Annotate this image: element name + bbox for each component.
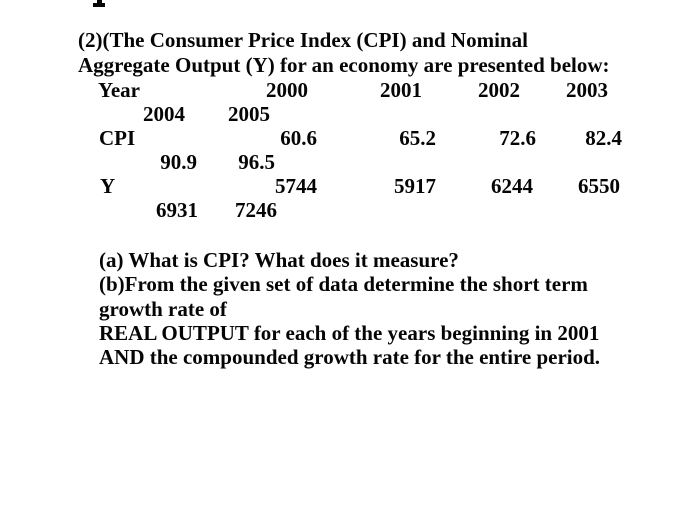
table-row-year-wrap: 2004 2005	[0, 102, 700, 126]
question-b-line-2: growth rate of	[99, 297, 227, 321]
table-row-y-wrap: 6931 7246	[0, 198, 700, 222]
cpi-value-2003: 82.4	[585, 126, 622, 150]
question-b-line-4: AND the compounded growth rate for the e…	[99, 345, 601, 369]
row-label-y: Y	[100, 174, 116, 198]
y-value-2002: 6244	[491, 174, 533, 198]
year-header-2004: 2004	[143, 102, 185, 126]
year-header-2001: 2001	[380, 78, 422, 102]
question-intro-line-2: Aggregate Output (Y) for an economy are …	[78, 53, 610, 77]
year-header-2002: 2002	[478, 78, 520, 102]
question-a: (a) What is CPI? What does it measure?	[99, 248, 459, 272]
question-b-line-1: (b)From the given set of data determine …	[99, 272, 588, 296]
year-header-2003: 2003	[566, 78, 608, 102]
cpi-value-2005: 96.5	[238, 150, 275, 174]
y-value-2004: 6931	[156, 198, 198, 222]
table-row-year: Year 2000 2001 2002 2003	[0, 78, 700, 102]
y-value-2000: 5744	[275, 174, 317, 198]
cpi-value-2002: 72.6	[499, 126, 536, 150]
y-value-2005: 7246	[235, 198, 277, 222]
y-value-2001: 5917	[394, 174, 436, 198]
question-b-line-3: REAL OUTPUT for each of the years beginn…	[99, 321, 600, 345]
table-row-y: Y 5744 5917 6244 6550	[0, 174, 700, 198]
year-header-2000: 2000	[266, 78, 308, 102]
y-value-2003: 6550	[578, 174, 620, 198]
cpi-value-2000: 60.6	[280, 126, 317, 150]
cpi-value-2004: 90.9	[160, 150, 197, 174]
year-header-2005: 2005	[228, 102, 270, 126]
cpi-value-2001: 65.2	[399, 126, 436, 150]
fragment-stem	[97, 0, 102, 4]
table-row-cpi-wrap: 90.9 96.5	[0, 150, 700, 174]
fragment-foot	[93, 3, 105, 7]
row-label-year: Year	[98, 78, 140, 102]
table-row-cpi: CPI 60.6 65.2 72.6 82.4	[0, 126, 700, 150]
question-intro-line-1: (2)(The Consumer Price Index (CPI) and N…	[78, 28, 528, 52]
row-label-cpi: CPI	[99, 126, 136, 150]
